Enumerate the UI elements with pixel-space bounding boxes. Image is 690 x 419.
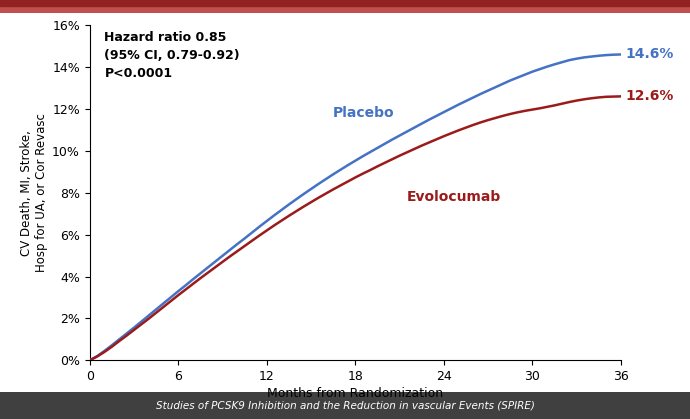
Bar bbox=[0, 0, 690, 6]
Text: 14.6%: 14.6% bbox=[625, 47, 674, 62]
X-axis label: Months from Randomization: Months from Randomization bbox=[267, 387, 444, 400]
Text: Placebo: Placebo bbox=[333, 106, 395, 120]
Y-axis label: CV Death, MI, Stroke,
Hosp for UA, or Cor Revasc: CV Death, MI, Stroke, Hosp for UA, or Co… bbox=[20, 113, 48, 272]
Text: Hazard ratio 0.85
(95% CI, 0.79-0.92)
P<0.0001: Hazard ratio 0.85 (95% CI, 0.79-0.92) P<… bbox=[104, 31, 240, 80]
Text: Evolocumab: Evolocumab bbox=[407, 190, 501, 204]
Text: Studies of PCSK9 Inhibition and the Reduction in vascular Events (SPIRE): Studies of PCSK9 Inhibition and the Redu… bbox=[155, 401, 535, 410]
Text: 12.6%: 12.6% bbox=[625, 89, 674, 103]
